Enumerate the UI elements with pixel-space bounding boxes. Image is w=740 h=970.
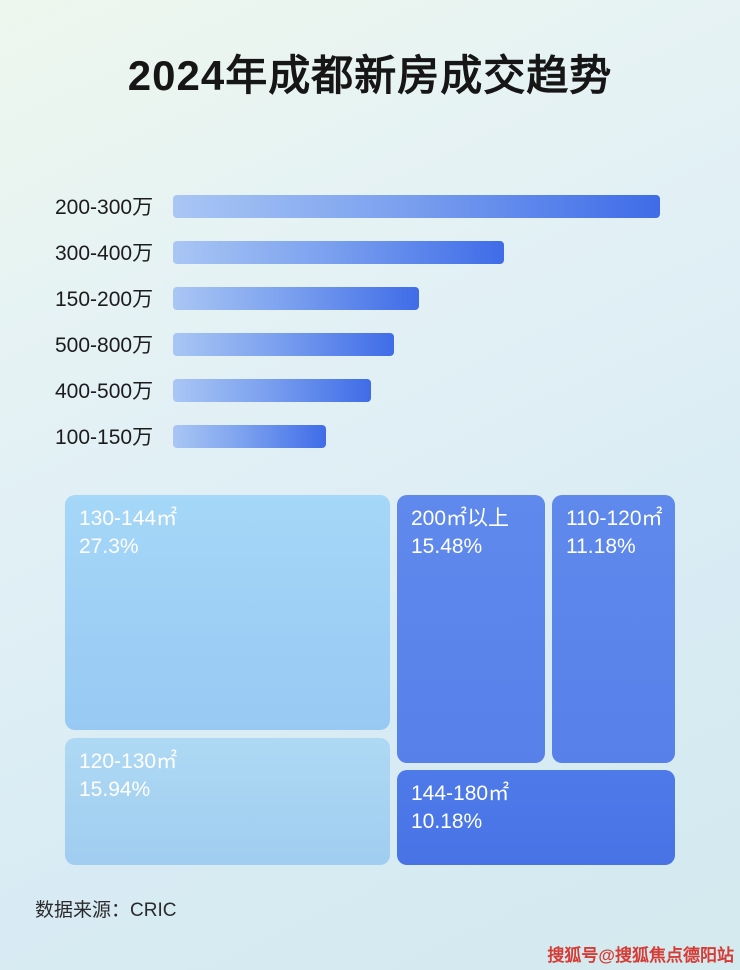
treemap-percent: 15.94% [79, 778, 151, 802]
treemap-percent: 27.3% [79, 535, 139, 559]
bar-track [173, 194, 660, 218]
bar-category-label: 500-800万 [55, 334, 154, 357]
bar-row: 100-150万 [55, 413, 695, 459]
bar-track [173, 286, 660, 310]
treemap-percent: 11.18% [566, 535, 636, 559]
bar-fill [173, 286, 419, 310]
bar-row: 150-200万 [55, 275, 695, 321]
area-share-treemap: 130-144㎡ 27.3% 120-130㎡ 15.94% 200㎡以上 15… [65, 495, 675, 865]
treemap-percent: 15.48% [411, 535, 483, 559]
treemap-percent: 10.18% [411, 810, 483, 834]
bar-row: 300-400万 [55, 229, 695, 275]
bar-track [173, 332, 660, 356]
bar-category-label: 100-150万 [55, 426, 154, 449]
bar-row: 400-500万 [55, 367, 695, 413]
bar-row: 500-800万 [55, 321, 695, 367]
treemap-block-120-130: 120-130㎡ 15.94% [65, 738, 390, 865]
bar-category-label: 300-400万 [55, 242, 154, 265]
page-title: 2024年成都新房成交趋势 [127, 52, 613, 99]
data-source-text: 数据来源：CRIC [35, 900, 177, 921]
treemap-block-130-144: 130-144㎡ 27.3% [65, 495, 390, 730]
treemap-label: 110-120㎡ [566, 507, 663, 530]
bar-track [173, 240, 660, 264]
bar-row: 200-300万 [55, 183, 695, 229]
treemap-label: 120-130㎡ [79, 750, 178, 773]
bar-fill [173, 194, 660, 218]
watermark-text: 搜狐号@搜狐焦点德阳站 [547, 946, 734, 965]
treemap-label: 200㎡以上 [411, 507, 510, 530]
price-range-bar-chart: 200-300万 300-400万 150-200万 500-800万 400-… [55, 183, 695, 459]
bar-track [173, 378, 660, 402]
bar-category-label: 150-200万 [55, 288, 154, 311]
treemap-label: 130-144㎡ [79, 507, 178, 530]
bar-fill [173, 424, 327, 448]
treemap-block-144-180: 144-180㎡ 10.18% [397, 770, 675, 865]
treemap-block-110-120: 110-120㎡ 11.18% [552, 495, 675, 763]
bar-fill [173, 378, 371, 402]
bar-category-label: 200-300万 [55, 196, 154, 219]
treemap-label: 144-180㎡ [411, 782, 510, 805]
bar-fill [173, 332, 395, 356]
bar-fill [173, 240, 505, 264]
bar-track [173, 424, 660, 448]
bar-category-label: 400-500万 [55, 380, 154, 403]
treemap-block-200-plus: 200㎡以上 15.48% [397, 495, 545, 763]
